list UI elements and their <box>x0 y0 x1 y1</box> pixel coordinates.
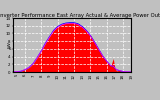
Title: Solar PV/Inverter Performance East Array Actual & Average Power Output: Solar PV/Inverter Performance East Array… <box>0 13 160 18</box>
Y-axis label: kW: kW <box>7 42 11 48</box>
